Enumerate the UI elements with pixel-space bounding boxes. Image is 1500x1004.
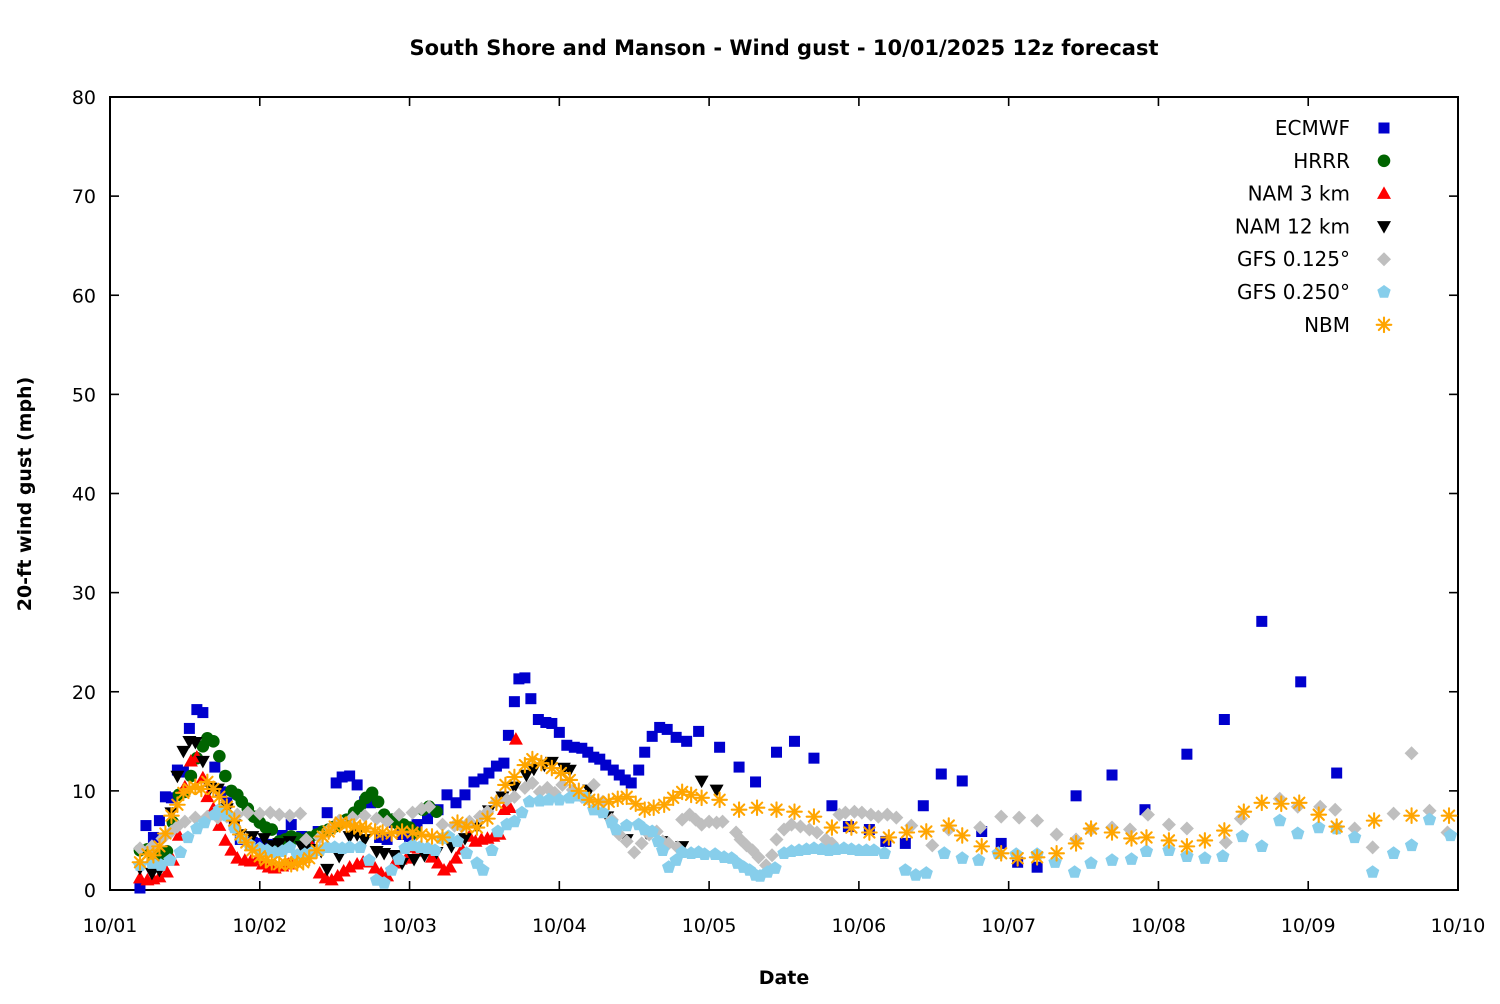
legend-label-nbm: NBM	[1304, 313, 1350, 337]
x-tick-label: 10/01	[83, 915, 138, 937]
x-tick-label: 10/06	[832, 915, 887, 937]
y-tick-label: 70	[72, 186, 96, 208]
x-tick-label: 10/02	[232, 915, 287, 937]
x-tick-label: 10/09	[1281, 915, 1336, 937]
x-tick-label: 10/07	[981, 915, 1036, 937]
x-tick-label: 10/08	[1131, 915, 1186, 937]
legend: ECMWF HRRR NAM 3 km NAM 12 km GFS 0.125° GFS …	[1235, 116, 1393, 337]
chart-title: South Shore and Manson - Wind gust - 10/…	[409, 36, 1158, 60]
legend-marker-diamond-icon	[1377, 252, 1391, 267]
x-tick-label: 10/05	[682, 915, 737, 937]
legend-label-ecmwf: ECMWF	[1275, 116, 1350, 140]
legend-marker-triangle-up-icon	[1377, 186, 1391, 199]
legend-marker-circle-icon	[1377, 154, 1391, 168]
y-tick-label: 0	[84, 880, 96, 902]
y-tick-label: 10	[72, 781, 96, 803]
y-axis-label: 20-ft wind gust (mph)	[14, 377, 36, 612]
x-axis-label: Date	[759, 967, 810, 989]
legend-marker-square-icon	[1378, 122, 1390, 134]
legend-label-gfs-0-250-: GFS 0.250°	[1237, 280, 1350, 304]
legend-label-nam-12-km: NAM 12 km	[1235, 214, 1350, 238]
legend-marker-pentagon-icon	[1377, 285, 1391, 298]
y-tick-label: 80	[72, 87, 96, 109]
x-tick-label: 10/03	[382, 915, 437, 937]
y-tick-label: 40	[72, 484, 96, 506]
plot-area: 0 10 20 30 40 50 60 70 80 10/01 10/02 10/03 10/04 10/…	[72, 87, 1486, 937]
x-tick-label: 10/04	[532, 915, 587, 937]
series-nbm	[131, 750, 1458, 873]
legend-marker-triangle-down-icon	[1377, 221, 1391, 234]
legend-label-nam-3-km: NAM 3 km	[1248, 182, 1350, 206]
legend-label-gfs-0-125-: GFS 0.125°	[1237, 247, 1350, 271]
y-tick-label: 50	[72, 384, 96, 406]
legend-marker-asterisk-icon	[1375, 316, 1393, 334]
x-tick-label: 10/10	[1431, 915, 1486, 937]
legend-label-hrrr: HRRR	[1293, 149, 1350, 173]
y-tick-label: 60	[72, 285, 96, 307]
y-tick-label: 30	[72, 583, 96, 605]
y-tick-label: 20	[72, 682, 96, 704]
